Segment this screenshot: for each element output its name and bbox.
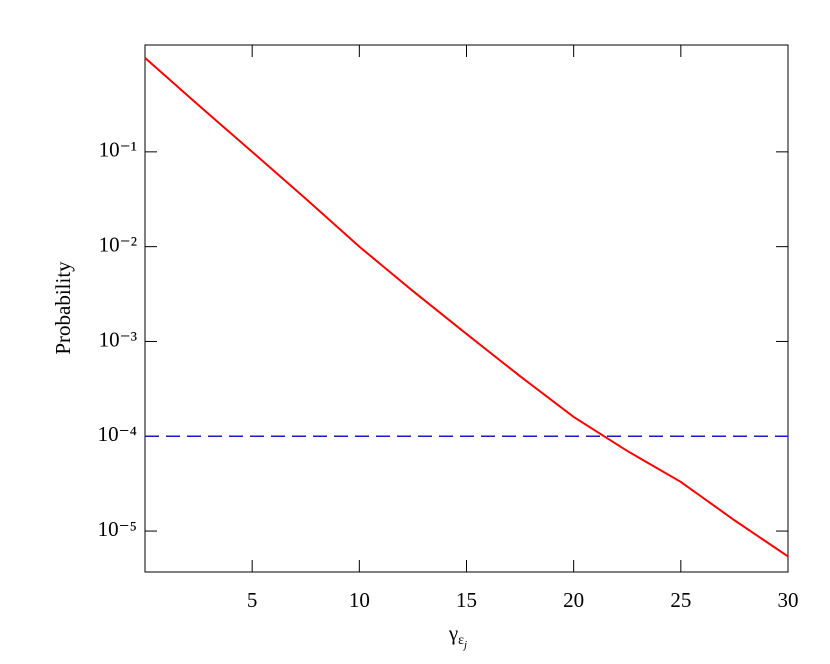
x-tick-label: 15 xyxy=(456,588,477,612)
y-tick-label: 10⁻⁴ xyxy=(98,422,137,446)
y-tick-label: 10⁻³ xyxy=(99,327,137,351)
y-tick-label: 10⁻¹ xyxy=(99,138,137,162)
x-tick-label: 10 xyxy=(349,588,370,612)
x-tick-label: 30 xyxy=(778,588,799,612)
x-tick-label: 20 xyxy=(563,588,584,612)
y-tick-label: 10⁻⁵ xyxy=(98,517,137,541)
x-axis-label: γεj xyxy=(448,621,467,651)
y-axis-label: Probability xyxy=(51,261,75,355)
x-label-subsub: j xyxy=(462,639,467,651)
plot-frame xyxy=(144,44,789,573)
data-line xyxy=(144,57,789,558)
y-tick-label: 10⁻² xyxy=(99,232,137,256)
x-tick-label: 5 xyxy=(247,588,258,612)
x-label-main: γ xyxy=(448,621,458,645)
x-label-sub: ε xyxy=(458,633,464,648)
x-tick-label: 25 xyxy=(670,588,691,612)
